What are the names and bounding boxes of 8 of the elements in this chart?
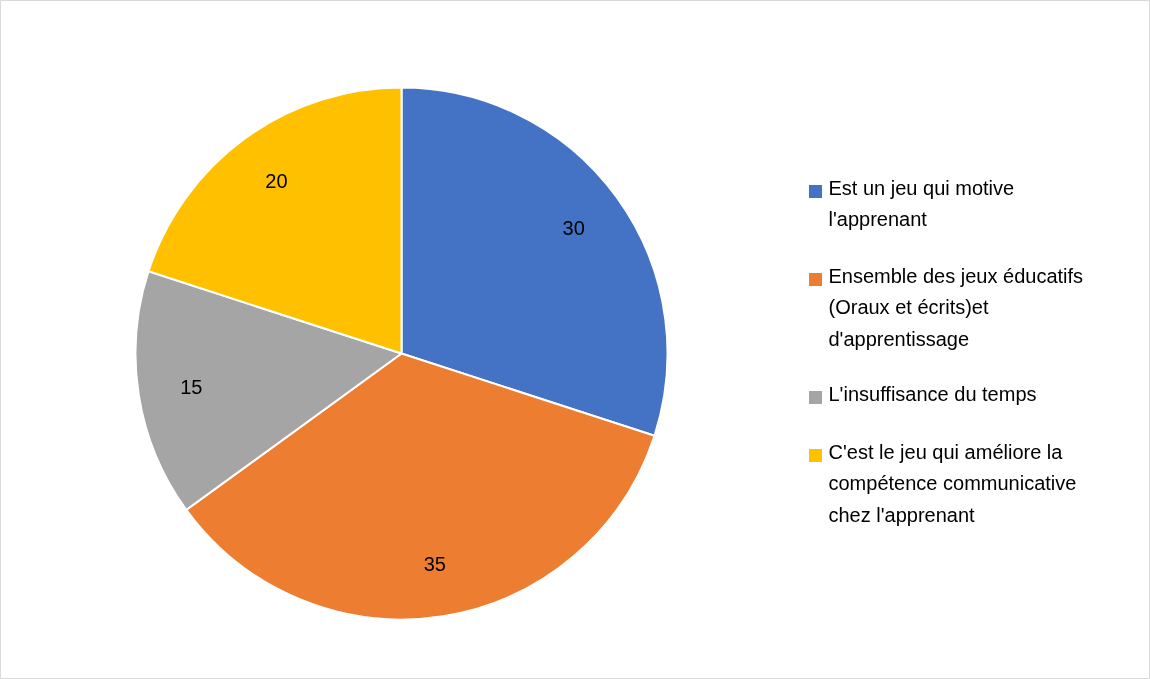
data-label: 30 [562, 217, 585, 240]
legend-label: C'est le jeu qui améliore la compétence communicative chez l'apprenant [828, 440, 1077, 527]
legend-label: Est un jeu qui motive l'apprenant [828, 176, 1015, 231]
data-label: 15 [180, 375, 203, 398]
legend-label: Ensemble des jeux éducatifs (Oraux et écrits)et d'apprentissage [828, 264, 1084, 351]
legend-label: L'insuffisance du temps [828, 382, 1037, 405]
data-label: 20 [265, 170, 288, 193]
data-label: 35 [423, 552, 446, 575]
